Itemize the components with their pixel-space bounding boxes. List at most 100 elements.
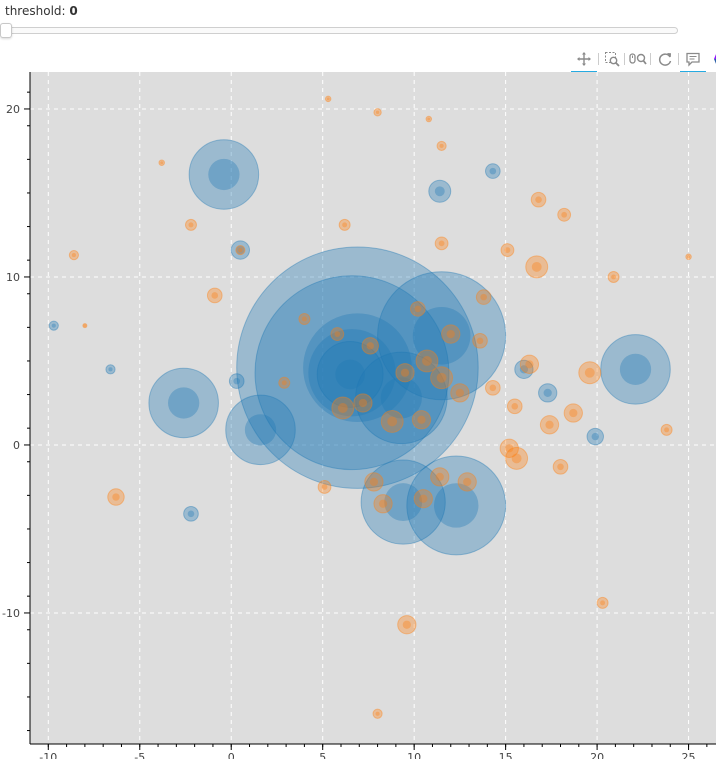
bubble-point bbox=[324, 95, 332, 103]
bubble-point bbox=[353, 393, 373, 413]
x-tick-label: -5 bbox=[134, 751, 145, 759]
bubble-point bbox=[230, 240, 251, 260]
y-tick-label: 0 bbox=[13, 439, 20, 452]
bubble-core bbox=[664, 427, 670, 433]
bubble-core bbox=[505, 444, 514, 453]
bubble-core bbox=[281, 380, 287, 386]
bubble-point bbox=[485, 163, 501, 179]
bubble-core bbox=[504, 247, 511, 253]
bubble-point bbox=[380, 409, 404, 433]
bubble-core bbox=[334, 331, 341, 337]
bubble-point bbox=[364, 472, 384, 492]
bubble-core bbox=[303, 313, 412, 423]
bubble-point bbox=[514, 359, 534, 380]
x-tick-label: 10 bbox=[407, 751, 421, 759]
bubble-core bbox=[308, 329, 396, 417]
bubble-core bbox=[337, 403, 348, 413]
bubble-core bbox=[187, 510, 195, 518]
bubble-point bbox=[436, 140, 447, 151]
bubble-core bbox=[375, 110, 380, 114]
bubble-point bbox=[406, 455, 507, 556]
bubble-core bbox=[455, 388, 465, 397]
slider-value: 0 bbox=[69, 4, 78, 18]
bubble-point bbox=[685, 253, 692, 261]
bubble-point bbox=[360, 459, 446, 545]
bubble-point bbox=[430, 366, 454, 390]
bubble-point bbox=[254, 275, 450, 471]
bubble-point bbox=[395, 363, 415, 383]
bubble-core bbox=[561, 211, 568, 218]
bubble-point bbox=[373, 108, 382, 117]
reset-icon[interactable] bbox=[654, 48, 676, 70]
bubble-point bbox=[411, 410, 432, 430]
bubble-point bbox=[557, 207, 572, 222]
bubble-point bbox=[506, 398, 523, 415]
box-zoom-icon[interactable] bbox=[601, 48, 623, 70]
bubble-core bbox=[238, 248, 243, 253]
bubble-point bbox=[377, 271, 507, 401]
bubble-core bbox=[543, 388, 552, 397]
bubble-point bbox=[430, 467, 450, 487]
bubble-point bbox=[206, 287, 223, 304]
bubble-point bbox=[316, 340, 384, 408]
bubble-point bbox=[499, 438, 519, 458]
bubble-core bbox=[335, 359, 365, 390]
bubble-core bbox=[417, 415, 426, 424]
bubble-point bbox=[317, 480, 332, 494]
bubble-core bbox=[519, 365, 529, 374]
bubble-point bbox=[485, 380, 501, 396]
wheel-zoom-icon[interactable] bbox=[627, 48, 649, 70]
bubble-point bbox=[578, 361, 602, 385]
bubble-core bbox=[427, 117, 431, 121]
bubble-core bbox=[419, 494, 428, 503]
bubble-core bbox=[489, 384, 497, 392]
bubble-core bbox=[211, 292, 219, 299]
bubble-core bbox=[51, 323, 56, 328]
x-tick-label: -10 bbox=[39, 751, 57, 759]
bubble-point bbox=[338, 218, 351, 231]
plot-area bbox=[30, 72, 716, 744]
bubble-point bbox=[298, 312, 311, 325]
bubble-point bbox=[415, 349, 439, 373]
x-tick-label: 25 bbox=[682, 751, 696, 759]
bubble-point bbox=[519, 354, 540, 374]
bubble-point bbox=[450, 383, 470, 403]
threshold-slider-handle[interactable] bbox=[0, 23, 12, 38]
x-tick-label: 5 bbox=[319, 751, 326, 759]
bubble-core bbox=[584, 367, 595, 378]
bubble-core bbox=[380, 377, 422, 419]
bubble-core bbox=[342, 222, 348, 228]
bubble-core bbox=[400, 368, 410, 377]
bubble-core bbox=[476, 337, 484, 345]
bubble-point bbox=[505, 446, 529, 470]
bubble-core bbox=[439, 143, 444, 148]
bubble-core bbox=[326, 97, 330, 101]
bubble-point bbox=[552, 458, 569, 475]
bubble-core bbox=[301, 316, 307, 322]
bubble-core bbox=[438, 240, 445, 247]
bubble-point bbox=[48, 320, 59, 331]
bubble-core bbox=[378, 499, 388, 508]
bubble-core bbox=[434, 186, 445, 197]
bubble-core bbox=[422, 356, 432, 366]
bubble-point bbox=[472, 332, 488, 349]
bubble-core bbox=[369, 477, 379, 487]
bubble-point bbox=[105, 364, 116, 375]
bubble-point bbox=[607, 270, 620, 283]
bubble-core bbox=[168, 387, 200, 419]
bubble-point bbox=[538, 383, 558, 403]
bubble-point bbox=[530, 191, 547, 208]
bubble-point bbox=[184, 218, 197, 231]
bubble-core bbox=[402, 620, 411, 629]
bubble-point bbox=[660, 423, 673, 436]
slider-label-text: threshold: bbox=[5, 4, 70, 18]
bubble-point bbox=[434, 236, 449, 251]
bubble-point bbox=[236, 246, 479, 489]
bubble-core bbox=[591, 432, 599, 441]
bubble-point bbox=[475, 289, 492, 305]
bubble-core bbox=[387, 416, 398, 427]
bubble-core bbox=[71, 253, 76, 258]
bubble-core bbox=[446, 329, 455, 339]
bubble-core bbox=[611, 274, 617, 280]
